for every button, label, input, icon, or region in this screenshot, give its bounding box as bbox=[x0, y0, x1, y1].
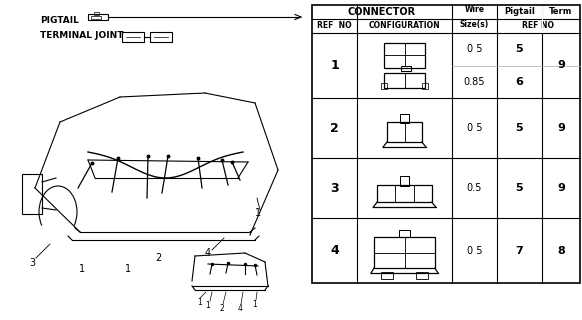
Text: 3: 3 bbox=[29, 258, 35, 268]
Bar bbox=[416, 272, 428, 279]
Text: CONFIGURATION: CONFIGURATION bbox=[368, 21, 441, 30]
Bar bbox=[422, 83, 428, 89]
Bar bbox=[541, 5, 543, 33]
Bar bbox=[312, 5, 580, 283]
Text: 0.5: 0.5 bbox=[467, 183, 482, 193]
Text: 8: 8 bbox=[557, 245, 565, 255]
Bar bbox=[381, 272, 393, 279]
Text: 1: 1 bbox=[330, 59, 339, 72]
Text: 0 5: 0 5 bbox=[467, 123, 482, 133]
Bar bbox=[384, 43, 425, 68]
Bar bbox=[94, 12, 99, 15]
Text: 5: 5 bbox=[516, 123, 523, 133]
Bar bbox=[150, 32, 172, 42]
Text: PIGTAIL: PIGTAIL bbox=[40, 16, 79, 25]
Text: 9: 9 bbox=[557, 60, 565, 70]
Text: 1: 1 bbox=[255, 208, 261, 218]
Text: 5: 5 bbox=[516, 183, 523, 193]
Text: 1: 1 bbox=[79, 264, 85, 274]
Bar bbox=[374, 236, 435, 268]
Text: Pigtail: Pigtail bbox=[504, 7, 535, 17]
Text: 4: 4 bbox=[237, 304, 243, 313]
Text: REF NO: REF NO bbox=[523, 21, 555, 30]
Text: 3: 3 bbox=[330, 181, 339, 195]
Text: 1: 1 bbox=[253, 300, 257, 309]
Bar bbox=[22, 174, 42, 214]
Bar bbox=[400, 114, 409, 123]
Bar bbox=[402, 66, 411, 71]
Text: 2: 2 bbox=[330, 122, 339, 134]
Bar bbox=[122, 32, 144, 42]
Text: Term: Term bbox=[549, 7, 573, 17]
Text: Size(s): Size(s) bbox=[460, 20, 489, 28]
Text: TERMINAL JOINT: TERMINAL JOINT bbox=[40, 31, 123, 40]
Text: 0 5: 0 5 bbox=[467, 44, 482, 54]
Text: Wire: Wire bbox=[464, 5, 484, 14]
Bar bbox=[387, 122, 422, 142]
Text: 2: 2 bbox=[219, 304, 225, 313]
Bar bbox=[384, 73, 425, 88]
Text: 0 5: 0 5 bbox=[467, 245, 482, 255]
Text: 6: 6 bbox=[516, 77, 523, 87]
Bar bbox=[399, 176, 410, 186]
Text: 4: 4 bbox=[330, 244, 339, 257]
Text: 9: 9 bbox=[557, 183, 565, 193]
Text: 9: 9 bbox=[557, 123, 565, 133]
Text: 1: 1 bbox=[125, 264, 131, 274]
Bar bbox=[377, 185, 432, 202]
Text: 0.85: 0.85 bbox=[464, 77, 485, 87]
Text: REF  NO: REF NO bbox=[317, 21, 352, 30]
Text: CONNECTOR: CONNECTOR bbox=[348, 7, 416, 17]
Text: 5: 5 bbox=[516, 44, 523, 54]
Bar bbox=[91, 15, 101, 19]
Text: 4: 4 bbox=[205, 248, 211, 258]
Bar bbox=[381, 83, 387, 89]
Text: 7: 7 bbox=[516, 245, 523, 255]
Text: 1: 1 bbox=[198, 298, 203, 307]
Text: 1: 1 bbox=[205, 301, 210, 310]
Text: 2: 2 bbox=[155, 253, 161, 263]
Bar bbox=[399, 229, 410, 237]
Bar bbox=[88, 14, 108, 20]
